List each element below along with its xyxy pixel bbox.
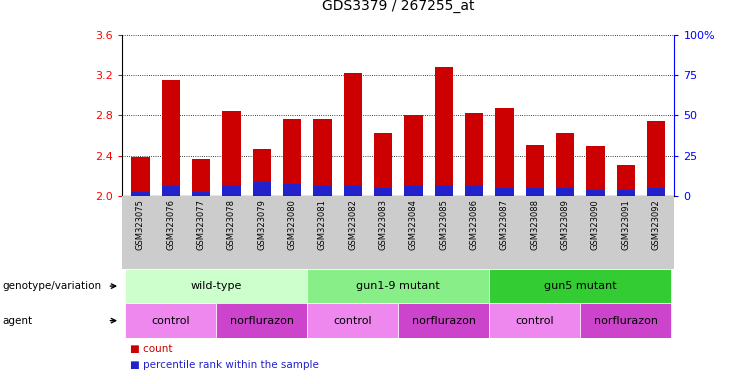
Bar (125, 303, 216, 338)
Bar (489, 269, 671, 303)
Bar (192, 159, 210, 196)
Text: GSM323089: GSM323089 (561, 200, 570, 250)
Bar (308, 303, 399, 338)
Text: GSM323090: GSM323090 (591, 200, 600, 250)
Bar (216, 303, 308, 338)
Bar (344, 73, 362, 196)
Bar (162, 186, 180, 196)
Bar (374, 188, 392, 196)
Text: GSM323078: GSM323078 (227, 200, 236, 250)
Text: GSM323076: GSM323076 (166, 200, 176, 250)
Text: GSM323077: GSM323077 (196, 200, 206, 250)
Bar (586, 190, 605, 196)
Text: control: control (151, 316, 190, 326)
Bar (313, 119, 331, 196)
Bar (647, 121, 665, 196)
Bar (495, 188, 514, 196)
Bar (125, 269, 308, 303)
Text: genotype/variation: genotype/variation (2, 281, 102, 291)
Text: norflurazon: norflurazon (412, 316, 476, 326)
Bar (405, 115, 422, 196)
Text: GSM323082: GSM323082 (348, 200, 357, 250)
Bar (525, 146, 544, 196)
Text: GSM323087: GSM323087 (500, 200, 509, 250)
Bar (308, 269, 489, 303)
Bar (647, 188, 665, 196)
Text: GSM323085: GSM323085 (439, 200, 448, 250)
Text: gun1-9 mutant: gun1-9 mutant (356, 281, 440, 291)
Text: GSM323092: GSM323092 (651, 200, 661, 250)
Bar (489, 303, 580, 338)
Bar (556, 133, 574, 196)
Text: control: control (516, 316, 554, 326)
Bar (435, 67, 453, 196)
Text: GSM323083: GSM323083 (379, 200, 388, 250)
Bar (131, 157, 150, 196)
Bar (525, 188, 544, 196)
Bar (253, 182, 271, 196)
Text: agent: agent (2, 316, 33, 326)
Text: ■ percentile rank within the sample: ■ percentile rank within the sample (130, 360, 319, 370)
Bar (283, 184, 302, 196)
Bar (283, 119, 302, 196)
Text: GSM323080: GSM323080 (288, 200, 296, 250)
Text: GSM323088: GSM323088 (531, 200, 539, 250)
Bar (465, 113, 483, 196)
Bar (586, 146, 605, 196)
Bar (399, 303, 489, 338)
Text: wild-type: wild-type (190, 281, 242, 291)
Bar (162, 80, 180, 196)
Bar (435, 186, 453, 196)
Bar (617, 165, 635, 196)
Text: GSM323081: GSM323081 (318, 200, 327, 250)
Bar (222, 186, 241, 196)
Text: norflurazon: norflurazon (594, 316, 658, 326)
Text: GSM323079: GSM323079 (257, 200, 266, 250)
Bar (253, 149, 271, 196)
Text: GSM323075: GSM323075 (136, 200, 145, 250)
Text: GSM323086: GSM323086 (470, 200, 479, 250)
Text: ■ count: ■ count (130, 344, 172, 354)
Bar (465, 186, 483, 196)
Bar (131, 192, 150, 196)
Text: gun5 mutant: gun5 mutant (544, 281, 617, 291)
Text: GSM323091: GSM323091 (621, 200, 631, 250)
Bar (580, 303, 671, 338)
Text: GSM323084: GSM323084 (409, 200, 418, 250)
Text: GDS3379 / 267255_at: GDS3379 / 267255_at (322, 0, 474, 13)
Text: control: control (333, 316, 372, 326)
Bar (313, 186, 331, 196)
Bar (495, 108, 514, 196)
Bar (222, 111, 241, 196)
Bar (617, 190, 635, 196)
Bar (344, 186, 362, 196)
Bar (374, 133, 392, 196)
Bar (556, 188, 574, 196)
Text: norflurazon: norflurazon (230, 316, 293, 326)
Bar (405, 186, 422, 196)
Bar (192, 192, 210, 196)
